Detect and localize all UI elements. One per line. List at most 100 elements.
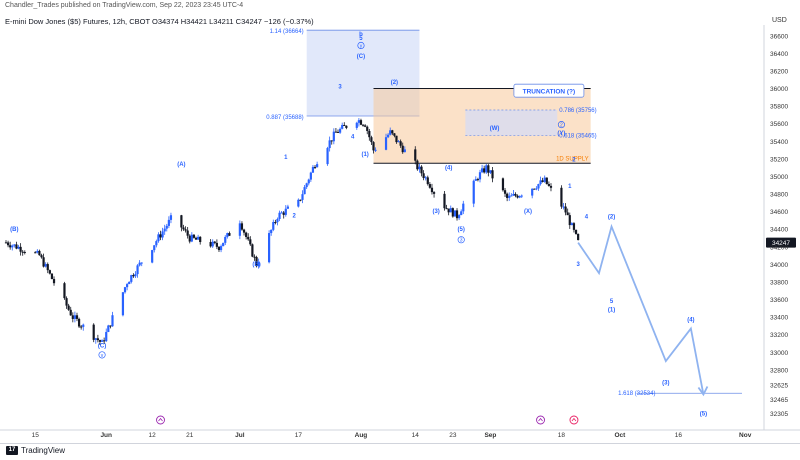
candle-body — [69, 309, 72, 316]
candle-body — [531, 188, 534, 196]
wave-label: (3) — [432, 209, 439, 215]
candle-body — [9, 245, 12, 248]
wave-label: (B) — [10, 227, 18, 233]
candle-body — [570, 223, 573, 226]
wave-label: 5 — [359, 36, 363, 42]
candle-body — [226, 233, 229, 237]
y-tick-label: 34400 — [770, 227, 788, 234]
wave-label: (2) — [608, 215, 615, 221]
truncation-callout: TRUNCATION (?) — [523, 89, 576, 96]
candle-body — [222, 242, 225, 247]
candle-body — [46, 264, 49, 271]
candle-body — [574, 229, 578, 234]
candle-body — [307, 179, 310, 184]
earnings-icon — [536, 415, 545, 425]
truncation-bottom-label: 0.618 (35465) — [559, 134, 596, 140]
candle-body — [136, 265, 139, 275]
y-tick-label: 35800 — [770, 104, 788, 111]
wave-label: 1 — [568, 184, 572, 190]
candle-body — [368, 130, 371, 138]
candle-body — [370, 137, 373, 143]
candle-body — [445, 208, 448, 210]
candle-body — [372, 142, 375, 151]
x-tick-label: Sep — [484, 432, 496, 439]
y-tick-label: 34200 — [770, 244, 788, 251]
candle-body — [364, 125, 367, 127]
candle-body — [197, 236, 200, 240]
projection-path — [577, 223, 705, 395]
candle-body — [80, 326, 83, 328]
candle-body — [280, 212, 283, 214]
candle-body — [395, 135, 398, 143]
candle-body — [478, 172, 482, 180]
candle-body — [474, 179, 477, 181]
supply-zone-label: 1D SUPPLY — [556, 156, 589, 162]
candle-body — [299, 199, 302, 201]
candle-body — [361, 124, 365, 126]
candle-body — [303, 187, 306, 195]
price-chart[interactable]: 1.14 (36664) 0.887 (35688) 1D SUPPLY 0.786 … — [0, 0, 800, 443]
candle-body — [23, 251, 26, 253]
candle-body — [159, 234, 162, 238]
truncation-box — [465, 109, 558, 136]
candle-body — [63, 283, 66, 299]
x-tick-label: 23 — [449, 432, 457, 439]
wave-label: (1) — [608, 308, 615, 314]
wave-label: (A) — [177, 162, 185, 168]
candle-body — [338, 128, 342, 133]
candle-body — [401, 145, 404, 153]
candle-body — [485, 165, 488, 173]
truncation-top-label: 0.786 (35756) — [559, 108, 596, 114]
wave-label: b — [359, 32, 363, 38]
candle-body — [543, 177, 546, 182]
candle-body — [255, 257, 258, 267]
candle-body — [487, 165, 490, 173]
earnings-icon-glyph — [158, 417, 163, 422]
circle-wave-marker — [357, 41, 365, 50]
candle-body — [73, 315, 77, 319]
candle-body — [182, 227, 185, 230]
wave-label: 3 — [576, 262, 580, 268]
candle-body — [270, 229, 273, 234]
candle-body — [13, 244, 16, 246]
candle-body — [393, 133, 396, 136]
candle-body — [535, 188, 538, 190]
x-tick-label: 18 — [558, 432, 566, 439]
candle-body — [458, 215, 461, 219]
candle-body — [17, 246, 20, 249]
candle-body — [123, 287, 127, 293]
candle-body — [128, 281, 131, 285]
candle-body — [213, 241, 216, 243]
candle-body — [301, 194, 304, 200]
circle-wave-label: 3 — [460, 238, 463, 244]
candle-body — [422, 173, 425, 178]
wave-label: 2 — [572, 158, 576, 164]
candle-body — [169, 215, 173, 220]
candle-body — [165, 225, 168, 229]
tradingview-logo-icon: 17 — [6, 446, 18, 455]
dividend-icon — [569, 415, 579, 425]
x-tick-label: 15 — [32, 432, 40, 439]
y-tick-label: 32800 — [770, 367, 788, 374]
candle-body — [472, 180, 475, 204]
candle-body — [44, 264, 47, 267]
candle-body — [157, 234, 160, 242]
candle-body — [564, 206, 567, 213]
wave-label: (4) — [687, 318, 694, 324]
candle-body — [414, 149, 417, 161]
candle-body — [330, 140, 333, 142]
currency-label: USD — [772, 17, 787, 24]
candle-body — [426, 177, 429, 185]
y-tick-label: 33800 — [770, 279, 788, 286]
candle-body — [140, 262, 143, 264]
brand-name: TradingView — [21, 446, 66, 455]
candle-body — [537, 184, 540, 189]
circle-wave-marker — [457, 236, 465, 244]
candle-body — [384, 137, 388, 150]
wave-label: (W) — [490, 126, 500, 132]
tradingview-logo[interactable]: 17 TradingView — [6, 446, 65, 455]
candle-body — [391, 130, 394, 134]
candle-body — [518, 196, 521, 198]
candle-body — [111, 315, 114, 327]
earnings-icon — [156, 415, 165, 425]
